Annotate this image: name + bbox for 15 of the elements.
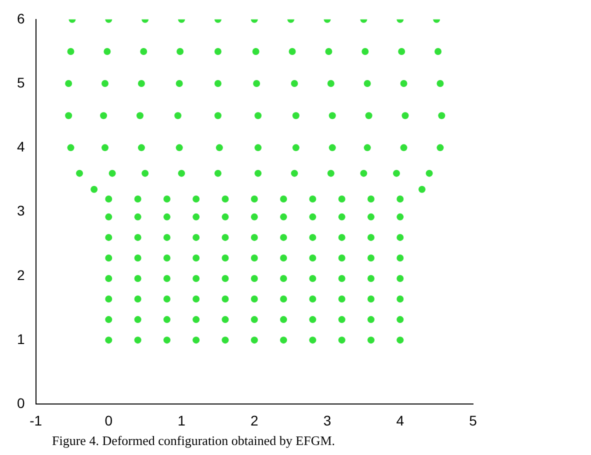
x-tick-label: 3 (323, 412, 332, 428)
y-tick-label: 6 (16, 10, 25, 26)
x-tick-label: 0 (104, 412, 113, 428)
y-tick-label: 3 (16, 202, 25, 219)
x-tick-label: 5 (469, 412, 478, 428)
x-tick-label: 2 (250, 412, 258, 428)
caption: Figure 4. Deformed configuration obtained by EFGM. (52, 433, 336, 449)
y-tick-label: 2 (16, 266, 25, 283)
y-tick-label: 1 (16, 330, 25, 347)
y-tick-label: 0 (16, 395, 25, 412)
x-tick-label: -1 (30, 412, 42, 428)
y-tick-label: 4 (16, 138, 25, 155)
y-tick-label: 5 (16, 74, 25, 90)
x-tick-label: 4 (396, 412, 404, 428)
x-tick-label: 1 (178, 412, 186, 428)
